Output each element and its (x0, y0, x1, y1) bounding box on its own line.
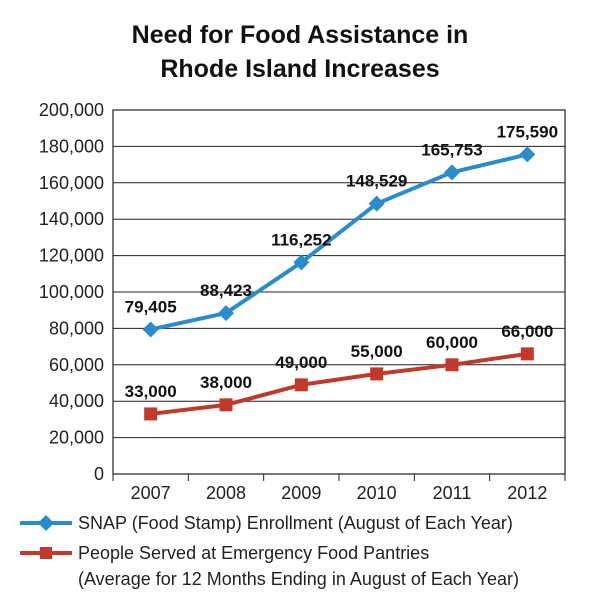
chart-title: Need for Food Assistance in Rhode Island… (0, 18, 600, 86)
y-tick-label: 80,000 (49, 318, 104, 338)
legend-swatch-snap (20, 515, 72, 531)
data-label: 148,529 (346, 172, 407, 191)
y-tick-label: 200,000 (39, 100, 104, 120)
x-tick-label: 2012 (507, 483, 547, 503)
data-label: 33,000 (125, 382, 177, 401)
data-point-diamond (293, 254, 310, 271)
x-tick-label: 2010 (357, 483, 397, 503)
data-point-square (294, 378, 308, 392)
y-tick-label: 120,000 (39, 246, 104, 266)
data-label: 60,000 (426, 333, 478, 352)
series-line-0 (150, 152, 528, 332)
y-tick-label: 180,000 (39, 136, 104, 156)
y-tick-label: 20,000 (49, 428, 104, 448)
data-label: 88,423 (200, 281, 252, 300)
y-tick-label: 160,000 (39, 173, 104, 193)
data-point-diamond (142, 321, 159, 338)
data-point-diamond (519, 146, 536, 163)
data-label: 116,252 (271, 230, 332, 249)
data-label: 79,405 (125, 297, 177, 316)
data-point-square (370, 367, 384, 381)
data-label: 165,753 (421, 140, 482, 159)
data-point-square (144, 407, 158, 421)
legend-swatch-pantries (20, 547, 72, 559)
data-label: 66,000 (501, 322, 553, 341)
line-chart: 0 20,000 40,000 60,000 80,000 100,000 120,000 1… (39, 100, 566, 503)
y-tick-label: 140,000 (39, 209, 104, 229)
series-line-1 (150, 351, 528, 416)
data-point-diamond (218, 305, 234, 322)
legend-label-pantries-line-1: People Served at Emergency Food Pantries (78, 543, 430, 563)
data-label: 38,000 (200, 373, 252, 392)
legend-label-snap: SNAP (Food Stamp) Enrollment (August of … (78, 513, 513, 533)
data-point-diamond (444, 164, 460, 181)
data-label: 55,000 (351, 342, 403, 361)
x-tick-label: 2011 (433, 483, 472, 503)
x-tick-label: 2008 (206, 483, 246, 503)
x-tick-label: 2007 (131, 483, 171, 503)
y-tick-label: 60,000 (49, 355, 104, 375)
legend-item-pantries: People Served at Emergency Food Pantries… (18, 540, 588, 592)
data-label: 49,000 (275, 353, 327, 372)
data-point-square (219, 398, 233, 412)
legend-item-snap: SNAP (Food Stamp) Enrollment (August of … (18, 510, 588, 536)
x-tick-label: 2009 (281, 483, 321, 503)
y-tick-label: 40,000 (49, 391, 104, 411)
legend-label-pantries-line-2: (Average for 12 Months Ending in August … (78, 569, 519, 589)
data-label: 175,590 (497, 122, 558, 141)
chart-title-line-1: Need for Food Assistance in (131, 21, 469, 49)
y-tick-label: 100,000 (39, 282, 104, 302)
legend: SNAP (Food Stamp) Enrollment (August of … (18, 510, 588, 592)
chart-title-line-2: Rhode Island Increases (160, 55, 440, 83)
data-point-square (520, 347, 534, 361)
y-tick-label: 0 (94, 464, 104, 484)
data-point-square (445, 358, 459, 372)
data-point-diamond (368, 195, 385, 212)
